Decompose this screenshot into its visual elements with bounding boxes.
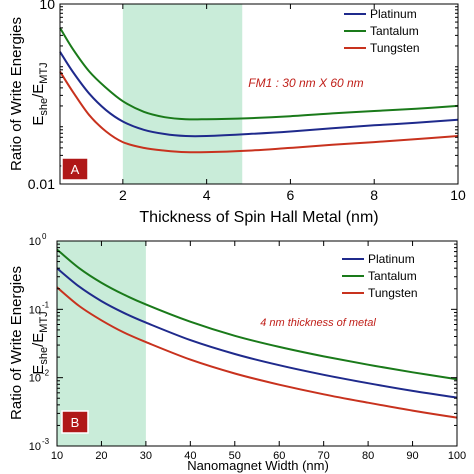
y-tick-exponent: -3 <box>42 437 50 446</box>
legend-label: Platinum <box>370 7 417 21</box>
x-tick-label: 10 <box>450 187 466 203</box>
y-label-e: E <box>30 116 47 126</box>
x-tick-label: 40 <box>184 450 196 462</box>
y-label-sub-mtj: MTJ <box>38 311 50 332</box>
y-ticks: 0.01 10 <box>28 0 458 192</box>
x-tick-label: 30 <box>140 450 152 462</box>
series-line-tungsten <box>59 70 459 154</box>
y-label-slash: /E <box>30 333 47 347</box>
y-tick-label: 100 <box>29 232 47 248</box>
x-tick-label: 6 <box>287 187 295 203</box>
x-axis-label: Nanomagnet Width (nm) <box>187 458 329 473</box>
x-tick-label: 20 <box>95 450 107 462</box>
series-line-platinum <box>59 51 459 138</box>
y-label-sub-she: she <box>38 347 50 365</box>
y-tick-exponent: -2 <box>42 369 50 378</box>
x-tick-label: 90 <box>406 450 418 462</box>
panel-label: A <box>71 162 80 177</box>
y-axis-label-ratio: Eshe/EMTJ <box>30 311 50 374</box>
y-label-sub-mtj: MTJ <box>38 62 50 83</box>
series-line-tantalum <box>59 27 459 121</box>
legend: Platinum Tantalum Tungsten <box>342 252 418 300</box>
panel-label: B <box>71 415 80 430</box>
y-tick-base: 10 <box>29 304 41 316</box>
annotation: FM1 : 30 nm X 60 nm <box>248 76 363 90</box>
y-axis-label: Ratio of Write Energies <box>8 266 25 420</box>
series-line-platinum <box>56 267 458 399</box>
y-tick-label: 10-3 <box>29 437 50 453</box>
x-tick-label: 2 <box>119 187 127 203</box>
legend-label: Tantalum <box>370 24 419 38</box>
x-ticks: 2 4 6 8 10 <box>119 4 466 203</box>
x-tick-label: 50 <box>229 450 241 462</box>
x-tick-label: 60 <box>273 450 285 462</box>
panel-badge <box>61 410 89 434</box>
legend-label: Tantalum <box>368 269 417 283</box>
y-tick-base: 10 <box>29 236 41 248</box>
x-tick-label: 70 <box>318 450 330 462</box>
y-label-slash: /E <box>30 84 47 98</box>
y-label-e: E <box>30 365 47 375</box>
highlight-region <box>122 4 243 184</box>
x-axis-label: Thickness of Spin Hall Metal (nm) <box>139 209 378 226</box>
y-tick-base: 10 <box>29 441 41 453</box>
x-tick-label: 8 <box>370 187 378 203</box>
series-line-tantalum <box>56 248 458 381</box>
y-tick-label: 0.01 <box>28 176 55 192</box>
y-tick-label: 10-1 <box>29 300 50 316</box>
y-label-sub-she: she <box>38 98 50 116</box>
y-tick-exponent: 0 <box>42 232 47 241</box>
plot-frame <box>59 3 459 185</box>
plot-frame <box>56 240 458 447</box>
y-tick-exponent: -1 <box>42 300 50 309</box>
legend: Platinum Tantalum Tungsten <box>344 7 420 55</box>
y-tick-label: 10 <box>39 0 55 12</box>
legend-label: Tungsten <box>368 286 418 300</box>
legend-label: Tungsten <box>370 41 420 55</box>
x-tick-label: 4 <box>203 187 211 203</box>
annotation: 4 nm thickness of metal <box>260 317 376 329</box>
series-lines <box>56 248 458 419</box>
x-ticks: 10 20 30 40 50 60 70 80 90 100 <box>51 241 466 462</box>
y-axis-label: Ratio of Write Energies <box>8 17 25 171</box>
y-tick-base: 10 <box>29 373 41 385</box>
panel-a: 2 4 6 8 10 0.01 10 Thickness of Spin Hall Met… <box>8 0 466 226</box>
y-tick-label: 10-2 <box>29 369 50 385</box>
x-tick-label: 100 <box>448 450 466 462</box>
legend-label: Platinum <box>368 252 415 266</box>
series-lines <box>59 27 459 154</box>
y-axis-label-ratio: Eshe/EMTJ <box>30 62 50 125</box>
x-tick-label: 80 <box>362 450 374 462</box>
series-line-tungsten <box>56 286 458 419</box>
panel-badge <box>61 157 89 181</box>
x-tick-label: 10 <box>51 450 63 462</box>
